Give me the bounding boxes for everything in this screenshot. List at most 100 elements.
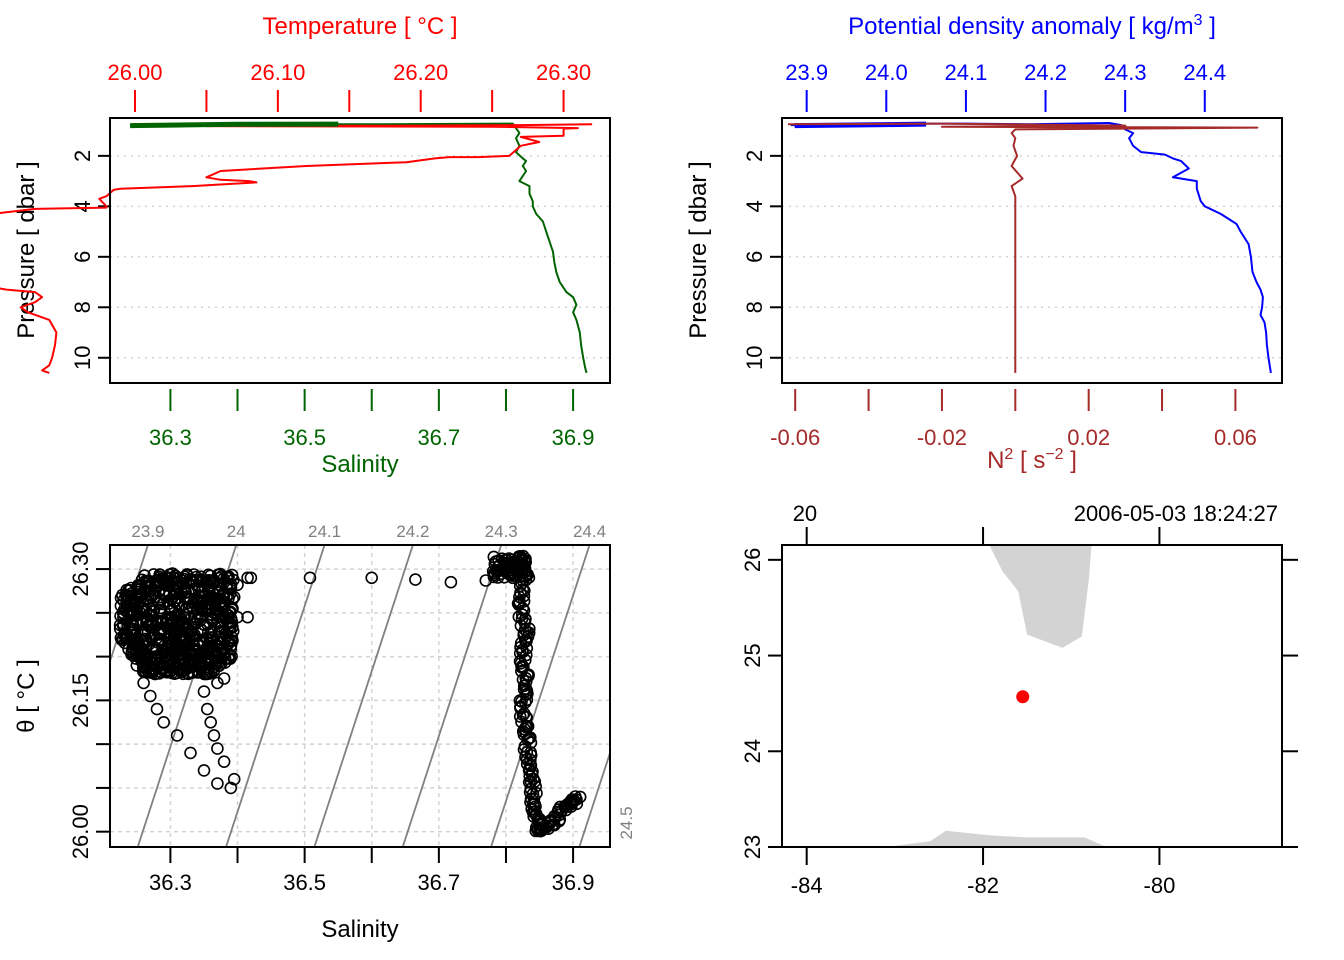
p3-point — [201, 702, 214, 716]
p3-point — [126, 618, 140, 632]
p1-temperature-tick-label: 26.20 — [393, 60, 448, 85]
p3-point — [147, 603, 161, 617]
p1-y-tick-label: 8 — [70, 301, 95, 313]
p2-density-tick-label: 24.1 — [945, 60, 988, 85]
p3-point — [213, 640, 227, 653]
p2-density-tick-label: 24.4 — [1183, 60, 1226, 85]
p3-point — [157, 715, 170, 729]
p1-temperature-tick-label: 26.10 — [250, 60, 305, 85]
p2-density-line — [790, 122, 1272, 374]
p3-point — [207, 729, 221, 742]
p3-point — [206, 613, 219, 627]
p3-point — [491, 571, 505, 584]
p3-isopycnal-line — [490, 545, 591, 847]
p2-y-tick-label: 4 — [742, 200, 767, 212]
p3-point — [120, 628, 134, 642]
p2-y-tick-label: 6 — [742, 251, 767, 263]
p3-point — [528, 775, 542, 788]
p4-top-label-timestamp: 2006-05-03 18:24:27 — [1074, 501, 1278, 526]
p3-point — [217, 672, 231, 685]
panel-station-map: -84 -82 -80 20 2006-05-03 18:24:27 23 24 25 26 — [740, 501, 1298, 898]
p3-point — [184, 746, 197, 760]
p3-point — [217, 597, 230, 610]
p3-point — [303, 571, 317, 585]
p3-point — [163, 588, 176, 602]
p3-isopycnal-line — [578, 750, 610, 847]
p3-point — [201, 600, 214, 614]
p3-x-tick-label: 36.7 — [417, 870, 460, 895]
p3-plot-frame — [109, 544, 611, 848]
p1-salinity-tick-label: 36.5 — [283, 425, 326, 450]
p3-x-tick-label: 36.3 — [149, 870, 192, 895]
p3-point — [188, 640, 201, 653]
p1-y-tick-label: 10 — [70, 346, 95, 370]
p3-point — [152, 667, 166, 680]
p3-point — [224, 634, 238, 648]
p3-point — [209, 651, 223, 664]
p3-point — [500, 559, 514, 573]
p3-point — [120, 589, 133, 603]
p4-station-marker — [1016, 690, 1030, 704]
p3-x-tick-label: 36.9 — [552, 870, 595, 895]
p3-point — [170, 587, 183, 601]
p3-point — [153, 568, 166, 581]
p3-point — [168, 601, 181, 615]
p3-point — [231, 578, 244, 592]
p2-n2-line — [787, 122, 1259, 373]
p3-point — [190, 574, 203, 588]
p3-point — [211, 777, 224, 790]
p2-left-axis-title: Pressure [ dbar ] — [685, 161, 712, 338]
p3-isopycnal-line — [401, 545, 503, 847]
p2-y-tick-label: 8 — [742, 301, 767, 313]
p3-point — [187, 656, 200, 670]
p3-point — [516, 549, 530, 563]
p3-point — [128, 598, 142, 611]
p1-salinity-line — [130, 122, 588, 374]
p3-isopycnal-line — [225, 545, 326, 847]
p3-point — [193, 589, 206, 602]
p4-y-tick-label: 26 — [740, 548, 765, 572]
p4-x-tick-label: -82 — [967, 873, 999, 898]
p3-point — [227, 772, 241, 786]
p3-point — [479, 574, 493, 587]
p3-point — [224, 652, 237, 666]
p3-point — [503, 566, 517, 579]
p1-salinity-tick-label: 36.3 — [149, 425, 192, 450]
p3-point — [185, 599, 199, 613]
p2-density-tick-label: 24.2 — [1024, 60, 1067, 85]
p3-point — [131, 579, 145, 592]
p3-point — [137, 661, 150, 674]
p3-point — [153, 628, 166, 641]
p3-point — [513, 710, 527, 723]
p3-point — [154, 576, 168, 590]
p3-point — [520, 693, 534, 707]
p3-point — [156, 644, 170, 658]
p3-point — [188, 644, 202, 658]
p3-point — [209, 607, 223, 621]
p2-n2-tick-label: 0.02 — [1067, 425, 1110, 450]
p2-n2-tick-label: 0.06 — [1214, 425, 1257, 450]
p3-point — [217, 755, 231, 769]
p3-point — [224, 781, 238, 795]
p3-point — [127, 604, 140, 617]
p3-point — [487, 570, 501, 584]
p1-top-axis-title: Temperature [ °C ] — [263, 13, 458, 40]
p2-plot-frame — [781, 117, 1283, 384]
p1-y-tick-label: 2 — [70, 150, 95, 162]
p2-n2-tick-label: -0.02 — [917, 425, 967, 450]
p1-bottom-axis-title: Salinity — [321, 451, 398, 478]
p3-point — [138, 646, 151, 660]
p3-point — [204, 631, 218, 644]
p3-y-tick-label: 26.15 — [68, 673, 93, 728]
p3-point — [211, 676, 224, 690]
p3-point — [171, 639, 185, 652]
p3-isopycnal-label: 24.4 — [573, 522, 606, 541]
p3-point — [150, 702, 164, 716]
p3-point — [155, 605, 168, 619]
p3-isopycnal-label: 24.2 — [396, 522, 429, 541]
p4-land-polygon — [989, 545, 1092, 648]
p4-top-label-left: 20 — [793, 501, 817, 526]
p3-point — [170, 729, 184, 742]
p3-point — [168, 571, 182, 585]
